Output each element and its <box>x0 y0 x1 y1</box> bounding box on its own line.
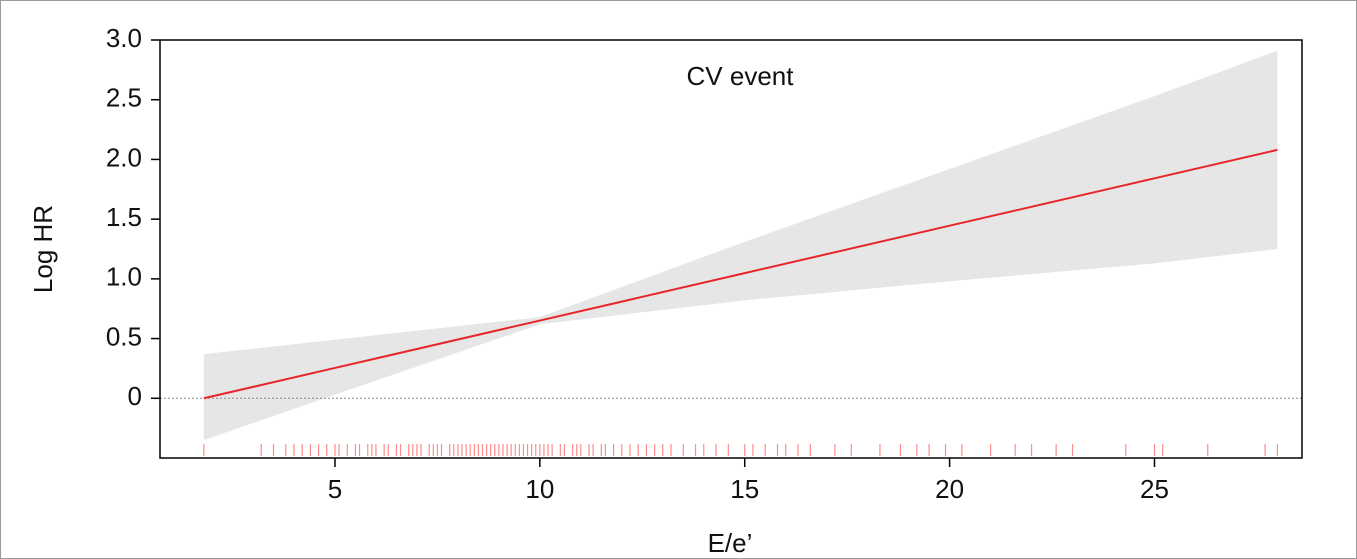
y-tick-label: 1.0 <box>106 262 142 292</box>
line <box>203 148 1278 400</box>
y-tick-label: 1.5 <box>106 202 142 232</box>
x-tick-label: 25 <box>1140 474 1169 504</box>
y-tick-label: 3.0 <box>106 23 142 53</box>
x-axis-label: E/e’ <box>708 528 753 558</box>
confidence-band <box>203 50 1278 441</box>
plot-frame <box>159 39 1303 459</box>
x-tick-label: 10 <box>525 474 554 504</box>
y-axis-label: Log HR <box>28 205 58 293</box>
y-tick-label: 0.5 <box>106 321 142 351</box>
x-tick-label: 15 <box>730 474 759 504</box>
y-tick-label: 2.0 <box>106 142 142 172</box>
x-tick-label: 20 <box>935 474 964 504</box>
chart-title: CV event <box>687 61 795 91</box>
y-tick-label: 2.5 <box>106 83 142 113</box>
x-tick-label: 5 <box>328 474 342 504</box>
y-tick-label: 0 <box>128 381 142 411</box>
